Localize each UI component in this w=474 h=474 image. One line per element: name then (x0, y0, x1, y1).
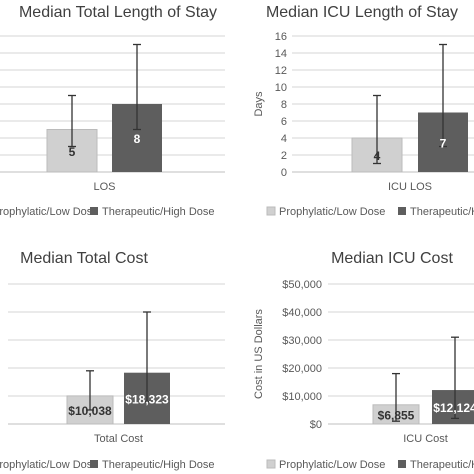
legend-swatch-darkbox (398, 460, 406, 468)
chart-title: Median ICU Cost (331, 250, 453, 267)
y-tick-label: 14 (275, 48, 287, 60)
y-tick-label: $40,000 (282, 307, 322, 319)
y-tick-label: 0 (281, 167, 287, 179)
y-tick-label: $20,000 (282, 363, 322, 375)
legend-swatch-lightbox (266, 459, 276, 469)
legend-label: Therapeutic/High Dose (102, 206, 215, 218)
data-label: 8 (134, 132, 141, 146)
legend-label: Prophylatic/Low Dose (0, 459, 98, 471)
chart-panel-4: Median ICU Cost $0 $10,000 $20,000 $30,000 $4… (253, 250, 474, 471)
y-tick-label: $10,000 (282, 391, 322, 403)
y-tick-label: 16 (275, 31, 287, 43)
data-label: $10,038 (68, 404, 112, 418)
y-tick-label: $50,000 (282, 279, 322, 291)
legend-swatch-darkbox (90, 207, 98, 215)
data-label: 4 (374, 149, 381, 163)
category-label: Total Cost (94, 433, 143, 445)
y-axis-label: Cost in US Dollars (253, 309, 265, 399)
category-label: LOS (93, 181, 115, 193)
y-tick-label: 10 (275, 82, 287, 94)
legend-swatch-lightbox (266, 206, 276, 216)
y-axis-label: Days (253, 91, 265, 117)
y-tick-label: 2 (281, 150, 287, 162)
chart-title: Median ICU Length of Stay (266, 4, 458, 21)
legend-label: Therapeutic/High Dose (410, 206, 474, 218)
data-label: 5 (69, 145, 76, 159)
y-tick-label: 8 (281, 99, 287, 111)
y-tick-label: $0 (310, 419, 322, 431)
data-label: $18,323 (125, 392, 169, 406)
legend-swatch-darkbox (398, 207, 406, 215)
legend-label: Prophylatic/Low Dose (279, 459, 385, 471)
y-tick-label: $30,000 (282, 335, 322, 347)
data-label: 7 (440, 136, 447, 150)
y-tick-label: 4 (281, 133, 287, 145)
chart-panel-3: Median Total Cost $10,038 $18,323 Total Cos… (0, 250, 225, 471)
y-tick-label: 6 (281, 116, 287, 128)
legend-label: Therapeutic/High Dose (410, 459, 474, 471)
legend-label: Prophylatic/Low Dose (0, 206, 98, 218)
y-tick-label: 12 (275, 65, 287, 77)
legend-swatch-darkbox (90, 460, 98, 468)
data-label: $12,124 (433, 401, 474, 415)
legend-label: Prophylatic/Low Dose (279, 206, 385, 218)
category-label: ICU LOS (388, 181, 432, 193)
category-label: ICU Cost (403, 433, 448, 445)
data-label: $6,855 (378, 408, 415, 422)
chart-panel-2: Median ICU Length of Stay 0 2 4 6 8 10 12 14 16 Da… (253, 4, 474, 218)
legend-label: Therapeutic/High Dose (102, 459, 215, 471)
chart-title: Median Total Cost (20, 250, 148, 267)
chart-panel-1: Median Total Length of Stay 5 8 LOS Prophyla… (0, 4, 225, 218)
chart-title: Median Total Length of Stay (19, 4, 217, 21)
